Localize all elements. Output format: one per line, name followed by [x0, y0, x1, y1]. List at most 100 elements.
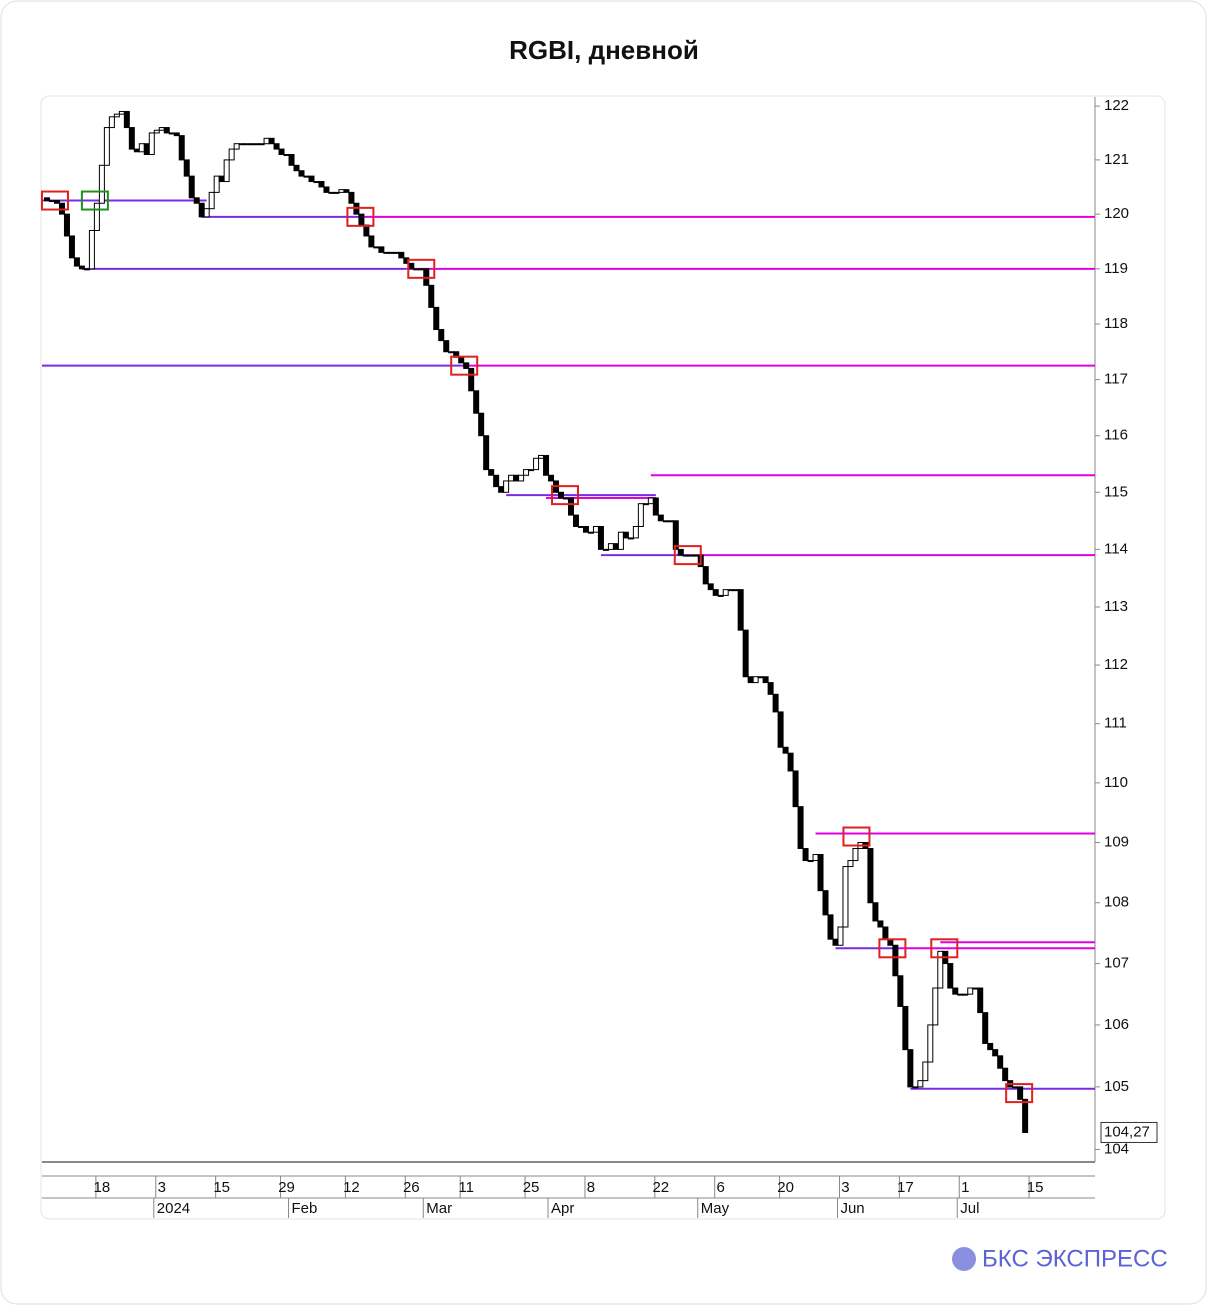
candle [338, 189, 345, 193]
candle [468, 367, 475, 392]
candle [43, 197, 50, 202]
candle [53, 200, 60, 204]
month-label: Jun [840, 1200, 864, 1217]
x-tick-label: 11 [458, 1179, 474, 1196]
candle [647, 497, 654, 505]
candle [847, 860, 854, 868]
candle [513, 474, 520, 482]
candle [228, 148, 235, 161]
candle [872, 902, 879, 922]
candle [518, 474, 525, 482]
candle [193, 197, 200, 204]
y-tick-label: 111 [1104, 715, 1127, 732]
candle [473, 390, 480, 414]
candle [1017, 1086, 1024, 1100]
candle [458, 356, 465, 364]
x-tick-label: 1 [961, 1179, 969, 1196]
candle [208, 191, 215, 210]
candle [358, 213, 365, 226]
candle [118, 110, 125, 115]
candle [572, 514, 579, 527]
signal-box [551, 485, 580, 506]
signal-box [930, 938, 959, 959]
candle [637, 503, 644, 527]
candle [318, 181, 325, 188]
candle [622, 531, 629, 539]
candle [108, 116, 115, 129]
candle [752, 676, 759, 684]
candle [727, 589, 734, 592]
candle [907, 1049, 914, 1088]
y-tick-label: 105 [1104, 1078, 1129, 1095]
x-tick-label: 17 [897, 1179, 914, 1196]
candle [443, 340, 450, 353]
candle [732, 589, 739, 592]
candle [882, 926, 889, 940]
candle [433, 306, 440, 331]
candle [238, 143, 245, 146]
candle [972, 987, 979, 990]
y-tick-label: 109 [1104, 833, 1129, 850]
candle [992, 1049, 999, 1057]
candle [373, 246, 380, 249]
candle [528, 469, 535, 472]
candle [123, 110, 130, 129]
candle [987, 1042, 994, 1051]
candle [378, 246, 385, 253]
x-tick-label: 22 [652, 1179, 669, 1196]
candle [333, 191, 340, 194]
candle [168, 132, 175, 135]
candle [982, 1012, 989, 1044]
candle [807, 860, 814, 863]
candle [742, 629, 749, 678]
candle [163, 127, 170, 134]
candle [747, 676, 754, 684]
signal-box [673, 545, 702, 566]
candle [617, 531, 624, 550]
candle [203, 208, 210, 218]
y-tick-label: 107 [1104, 955, 1129, 972]
candle [597, 525, 604, 550]
candle [368, 235, 375, 248]
candle [138, 143, 145, 153]
candle [258, 143, 265, 146]
candle [243, 143, 250, 146]
y-tick-label: 119 [1104, 260, 1128, 277]
candle [348, 191, 355, 204]
candle [762, 676, 769, 684]
candle [548, 474, 555, 482]
candle [692, 554, 699, 557]
candle [63, 213, 70, 237]
candle [842, 866, 849, 928]
candle [298, 170, 305, 177]
candle [812, 854, 819, 862]
candle [1022, 1098, 1029, 1133]
candle [722, 589, 729, 596]
candle [113, 113, 120, 118]
candle [343, 189, 350, 193]
candle [533, 457, 540, 471]
brand: БКС ЭКСПРЕСС [982, 1245, 1168, 1272]
candle [962, 993, 969, 996]
candle [592, 525, 599, 533]
candle [308, 175, 315, 183]
candle [657, 514, 664, 522]
y-tick-label: 110 [1104, 774, 1128, 791]
candle [558, 491, 565, 499]
candle [133, 148, 140, 153]
candle [83, 268, 90, 271]
candle [523, 469, 530, 476]
candle [488, 469, 495, 476]
candle [248, 143, 255, 146]
candle [213, 175, 220, 193]
candle [253, 143, 260, 146]
candle [263, 137, 270, 145]
candle [902, 1005, 909, 1051]
candle [218, 175, 225, 183]
candle [293, 164, 300, 172]
candle [852, 848, 859, 862]
signal-box [450, 355, 479, 376]
x-tick-label: 29 [278, 1179, 295, 1196]
signal-box [80, 190, 109, 211]
